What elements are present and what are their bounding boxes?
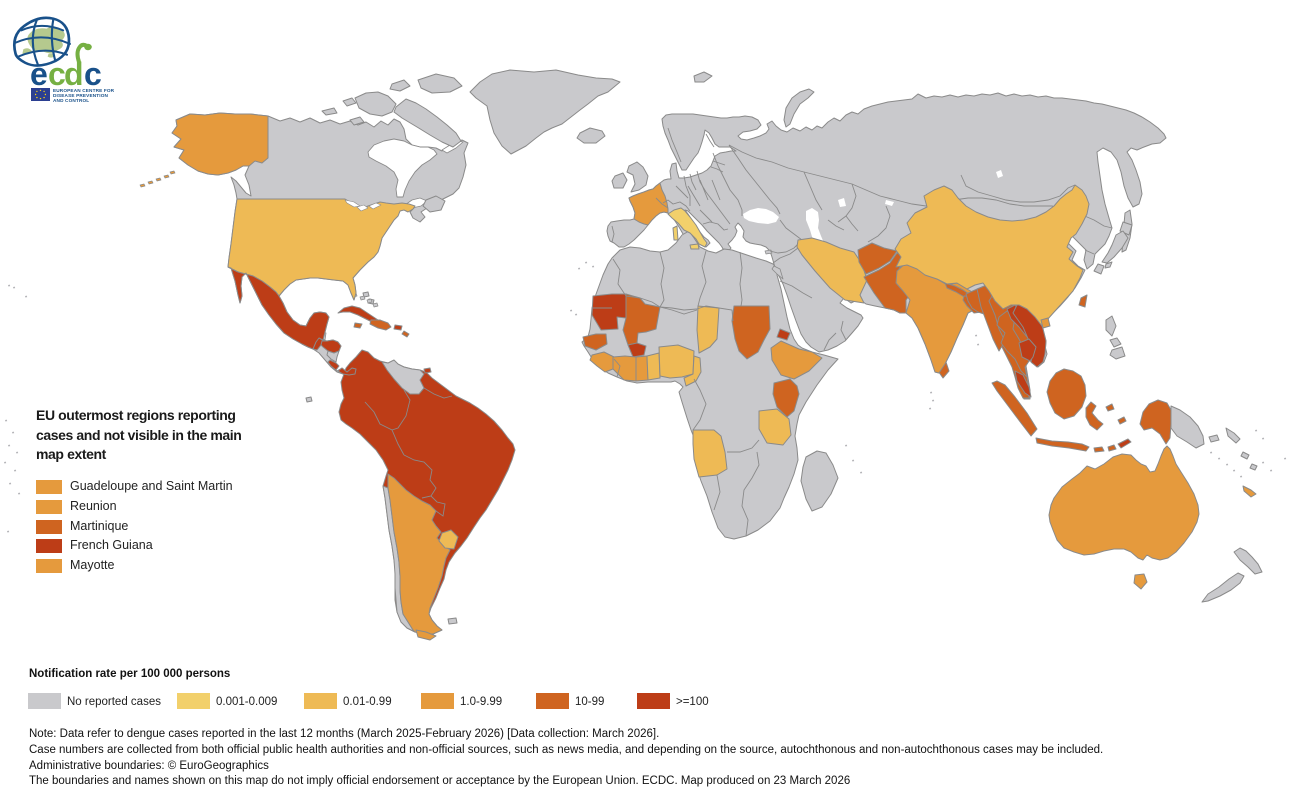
svg-text:c: c	[48, 56, 66, 92]
svg-text:d: d	[64, 56, 84, 92]
svg-text:e: e	[30, 56, 48, 92]
svg-text:c: c	[84, 56, 102, 92]
